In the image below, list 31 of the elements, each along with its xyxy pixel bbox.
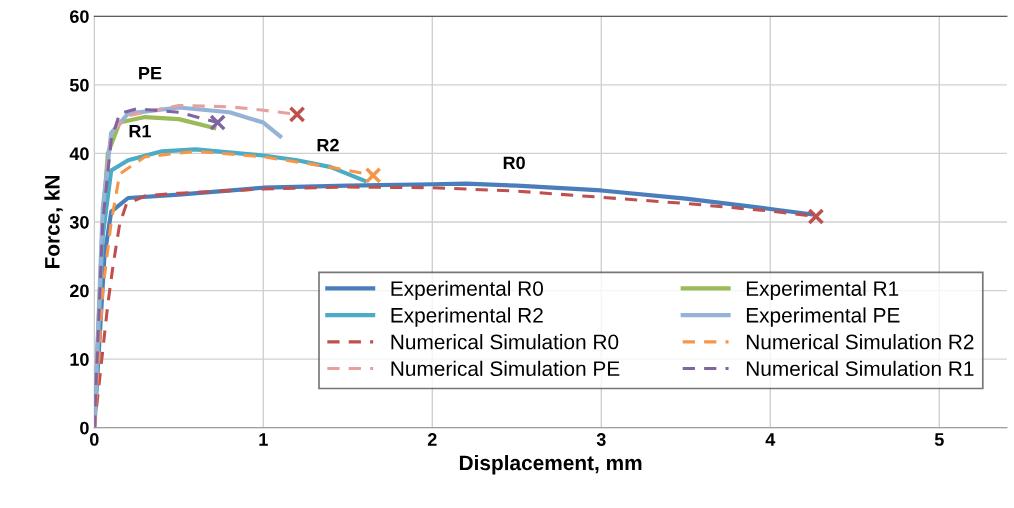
y-tick-label: 30 (69, 215, 89, 229)
point (288, 106, 306, 123)
point (807, 208, 825, 225)
annotation: R1 (129, 124, 151, 138)
y-axis-title: Force, kN (44, 175, 63, 269)
legend-label: Experimental R0 (391, 280, 544, 301)
legend-label: Numerical Simulation PE (391, 360, 620, 377)
point (209, 114, 226, 131)
y-tick-label: 20 (69, 284, 89, 298)
legend-label: Experimental R1 (746, 280, 899, 301)
y-tick-label: 60 (70, 10, 89, 23)
x-tick-label: 3 (596, 433, 606, 446)
annotation: R0 (503, 156, 525, 170)
annotation: PE (139, 66, 162, 80)
annotation: R2 (317, 138, 339, 152)
y-tick-label: 50 (69, 78, 89, 92)
legend-label: Numerical Simulation R2 (746, 334, 974, 350)
x-tick-label: 2 (427, 433, 437, 446)
y-tick-label: 10 (70, 353, 89, 366)
legend-label: Numerical Simulation R1 (746, 360, 974, 377)
legend-label: Experimental PE (746, 307, 900, 327)
x-tick-label: 5 (934, 433, 944, 446)
y-tick-label: 0 (80, 421, 89, 435)
x-axis-title: Displacement, mm (459, 454, 642, 475)
legend-label: Numerical Simulation R0 (391, 334, 619, 350)
x-tick-label: 4 (765, 433, 776, 446)
point (364, 167, 382, 184)
legend-label: Experimental R2 (391, 307, 543, 327)
x-tick-label: 0 (90, 433, 99, 446)
y-tick-label: 40 (69, 147, 89, 161)
x-tick-label: 1 (259, 433, 268, 446)
